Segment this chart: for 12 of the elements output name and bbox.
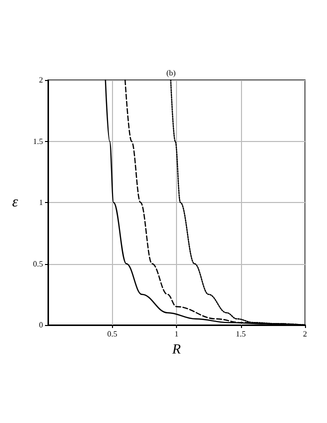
y-tick-label: 1.5 [33, 136, 43, 146]
y-axis-title: ε [12, 194, 18, 210]
y-tick-label: 1 [39, 198, 43, 207]
x-axis-title: R [171, 342, 182, 358]
y-tick-label: 0.5 [33, 259, 43, 268]
y-tick-label: 0 [39, 320, 43, 330]
y-tick-label: 2 [39, 76, 43, 84]
x-tick-label: 1 [174, 330, 178, 338]
x-tick-label: 0.5 [107, 330, 118, 338]
chart-title: (b) [166, 68, 176, 78]
x-tick-label: 1.5 [236, 330, 246, 338]
x-tick-label: 2 [303, 330, 307, 338]
